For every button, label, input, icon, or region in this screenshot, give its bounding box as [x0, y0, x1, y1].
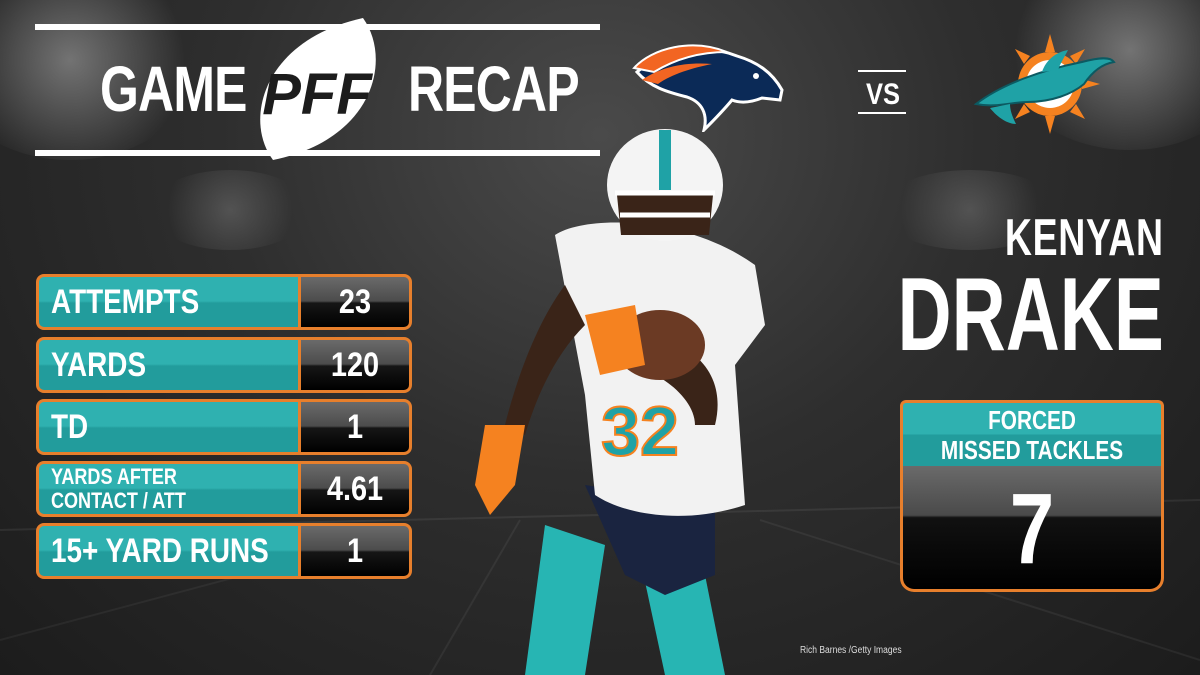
- stat-label: YARDS AFTER CONTACT / ATT: [51, 464, 186, 513]
- stat-label-box: TD: [36, 399, 298, 455]
- header-rule-top: [35, 24, 600, 30]
- player-first-name: KENYAN: [1005, 209, 1164, 267]
- stat-value-box: 120: [298, 337, 412, 393]
- stat-label-box: ATTEMPTS: [36, 274, 298, 330]
- vs-rule-bottom: [858, 112, 906, 114]
- stat-row-yards: YARDS 120: [36, 337, 412, 393]
- football-icon: PFF: [260, 18, 376, 160]
- header-game: GAME: [100, 53, 247, 125]
- stat-value: 120: [330, 345, 380, 384]
- stadium-light: [150, 170, 310, 250]
- header-recap: RECAP: [408, 53, 580, 125]
- stat-row-attempts: ATTEMPTS 23: [36, 274, 412, 330]
- stadium-light: [880, 170, 1060, 250]
- photo-credit: Rich Barnes /Getty Images: [800, 645, 902, 656]
- stat-label-box: YARDS AFTER CONTACT / ATT: [36, 461, 298, 517]
- header-rule-bottom: [35, 150, 600, 156]
- stat-label: TD: [51, 407, 89, 446]
- highlight-title-box: FORCED MISSED TACKLES: [900, 400, 1164, 466]
- stat-value-box: 1: [298, 399, 412, 455]
- stat-label-box: YARDS: [36, 337, 298, 393]
- highlight-title-line1: FORCED: [988, 405, 1076, 435]
- stat-row-td: TD 1: [36, 399, 412, 455]
- stat-row-yards-after-contact: YARDS AFTER CONTACT / ATT 4.61: [36, 461, 412, 517]
- pff-logo-text: PFF: [262, 62, 373, 127]
- pff-football-logo: PFF: [243, 10, 393, 170]
- player-photo: 32: [475, 129, 765, 675]
- broncos-logo-icon: [632, 42, 787, 137]
- stat-value-box: 1: [298, 523, 412, 579]
- stat-value-box: 4.61: [298, 461, 412, 517]
- stat-value: 1: [346, 407, 364, 446]
- stat-label-box: 15+ YARD RUNS: [36, 523, 298, 579]
- stat-value: 1: [346, 531, 364, 570]
- stat-value-box: 23: [298, 274, 412, 330]
- stat-row-15-plus-runs: 15+ YARD RUNS 1: [36, 523, 412, 579]
- jersey-number: 32: [601, 392, 679, 470]
- stat-value: 23: [338, 282, 372, 321]
- highlight-value-box: 7: [900, 466, 1164, 592]
- player-last-name: DRAKE: [897, 257, 1164, 373]
- vs-rule-top: [858, 70, 906, 72]
- dolphins-logo-icon: [972, 32, 1117, 147]
- stat-label: ATTEMPTS: [51, 282, 200, 321]
- stat-value: 4.61: [326, 469, 384, 508]
- vs-label: VS: [865, 78, 901, 111]
- highlight-title-line2: MISSED TACKLES: [940, 435, 1124, 465]
- stat-label: 15+ YARD RUNS: [51, 531, 269, 570]
- highlight-value: 7: [1009, 473, 1055, 585]
- stat-label: YARDS: [51, 345, 147, 384]
